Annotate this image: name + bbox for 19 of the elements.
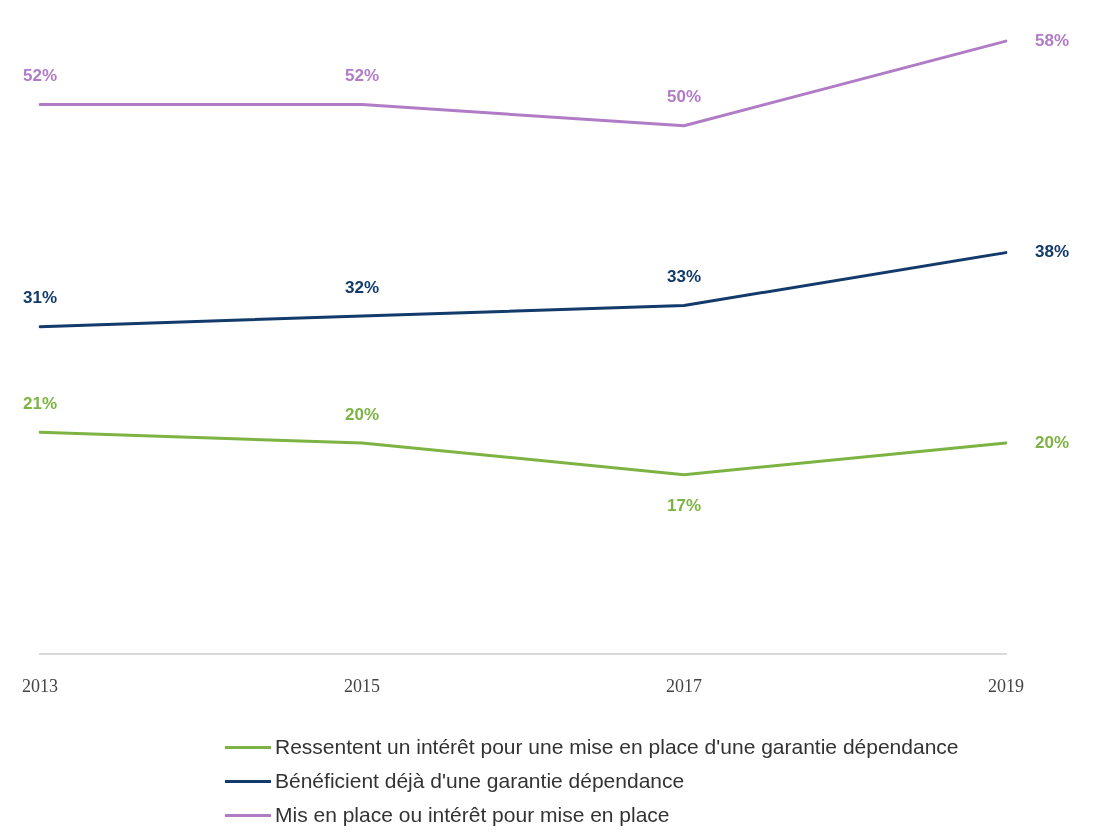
x-tick-label: 2019: [988, 675, 1024, 696]
x-tick-label: 2013: [22, 675, 58, 696]
data-label: 38%: [1034, 242, 1070, 262]
data-label: 58%: [1034, 30, 1070, 50]
x-tick-label: 2017: [666, 675, 702, 696]
data-label: 32%: [344, 277, 380, 297]
data-label: 20%: [344, 404, 380, 424]
legend-label: Bénéficient déjà d'une garantie dépendance: [275, 769, 685, 793]
legend-label: Ressentent un intérêt pour une mise en place d'une garantie dépendance: [275, 735, 959, 759]
data-label: 33%: [666, 267, 702, 287]
data-label: 52%: [22, 66, 58, 86]
data-label: 52%: [344, 66, 380, 86]
legend-label: Mis en place ou intérêt pour mise en place: [275, 803, 670, 827]
data-label: 21%: [22, 394, 58, 414]
x-tick-label: 2015: [344, 675, 380, 696]
data-label: 50%: [666, 87, 702, 107]
data-label: 17%: [666, 496, 702, 516]
data-label: 31%: [22, 288, 58, 308]
data-label: 20%: [1034, 432, 1070, 452]
